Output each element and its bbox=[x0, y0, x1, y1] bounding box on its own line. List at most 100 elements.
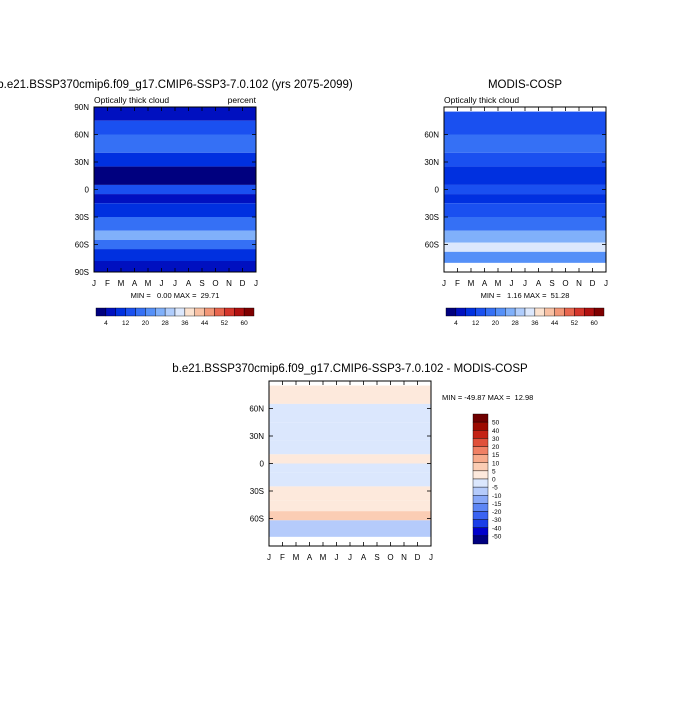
y-tick-label: 60N bbox=[249, 405, 264, 414]
x-tick-label: O bbox=[562, 279, 568, 288]
colorbar-label: -30 bbox=[492, 517, 502, 524]
y-tick-label: 30S bbox=[75, 213, 89, 222]
colorbar-swatch bbox=[472, 470, 489, 480]
colorbar-model: 4 12 20 28 36 44 52 60 bbox=[95, 307, 255, 327]
colorbar-swatch bbox=[174, 307, 186, 317]
colorbar-label: 40 bbox=[492, 428, 500, 435]
stats-label-obs: MIN = 1.16 MAX = 51.28 bbox=[481, 291, 570, 300]
colorbar-swatch bbox=[472, 486, 489, 496]
y-tick-label: 60N bbox=[74, 131, 89, 140]
colorbar-label: -40 bbox=[492, 525, 502, 532]
colorbar-swatch bbox=[472, 430, 489, 439]
heatmap-band bbox=[94, 261, 256, 272]
x-tick-label: O bbox=[387, 553, 393, 562]
colorbar-label: 36 bbox=[181, 320, 189, 327]
x-tick-label: J bbox=[335, 553, 339, 562]
x-tick-label: F bbox=[455, 279, 460, 288]
x-tick-label: M bbox=[320, 553, 327, 562]
colorbar-swatch bbox=[485, 307, 496, 317]
x-tick-label: D bbox=[240, 279, 246, 288]
y-tick-label: 30S bbox=[425, 213, 439, 222]
heatmap-band bbox=[269, 463, 431, 473]
colorbar-obs: 4 12 20 28 36 44 52 60 bbox=[445, 307, 605, 327]
x-tick-label: J bbox=[348, 553, 352, 562]
heatmap-band bbox=[444, 203, 606, 217]
heatmap-field-diff bbox=[269, 385, 431, 537]
heatmap-band bbox=[444, 134, 606, 153]
colorbar-swatch bbox=[564, 307, 575, 317]
x-tick-label: J bbox=[604, 279, 608, 288]
colorbar-label: 50 bbox=[492, 420, 500, 427]
colorbar-swatch bbox=[214, 307, 225, 317]
colorbar-swatch bbox=[105, 307, 116, 317]
y-tick-label: 30S bbox=[250, 487, 264, 496]
heatmap-band bbox=[444, 166, 606, 185]
heatmap-band bbox=[94, 217, 256, 231]
colorbar-swatch bbox=[574, 307, 585, 317]
colorbar-label: 28 bbox=[162, 320, 170, 327]
colorbar-swatch bbox=[472, 495, 489, 504]
heatmap-band bbox=[269, 454, 431, 464]
y-tick-label: 60S bbox=[75, 241, 89, 250]
heatmap-band bbox=[444, 194, 606, 204]
colorbar-swatch bbox=[184, 307, 195, 317]
panel-title-obs: MODIS-COSP bbox=[488, 79, 562, 91]
x-tick-label: M bbox=[118, 279, 125, 288]
heatmap-band bbox=[94, 194, 256, 204]
colorbar-label: 0 bbox=[492, 477, 496, 484]
x-tick-label: M bbox=[293, 553, 300, 562]
heatmap-field-obs bbox=[444, 111, 606, 263]
colorbar-swatch bbox=[472, 503, 489, 512]
x-tick-label: S bbox=[374, 553, 379, 562]
y-tick-label: 0 bbox=[260, 460, 265, 469]
colorbar-label: 5 bbox=[492, 468, 496, 475]
heatmap-band bbox=[444, 111, 606, 135]
colorbar-swatch bbox=[465, 307, 476, 317]
colorbar-label: 28 bbox=[512, 320, 520, 327]
heatmap-band bbox=[94, 184, 256, 195]
x-tick-label: J bbox=[267, 553, 271, 562]
x-tick-label: F bbox=[280, 553, 285, 562]
heatmap-band bbox=[94, 152, 256, 167]
colorbar-label: 44 bbox=[201, 320, 209, 327]
y-tick-label: 30N bbox=[249, 432, 264, 441]
heatmap-band bbox=[269, 520, 431, 537]
y-tick-label: 30N bbox=[74, 158, 89, 167]
heatmap-band bbox=[94, 230, 256, 240]
heatmap-band bbox=[94, 134, 256, 153]
heatmap-band bbox=[269, 486, 431, 501]
colorbar-label: 20 bbox=[492, 444, 500, 451]
colorbar-swatch bbox=[554, 307, 565, 317]
heatmap-field-model bbox=[94, 107, 256, 272]
heatmap-band bbox=[269, 422, 431, 441]
x-tick-label: N bbox=[576, 279, 582, 288]
heatmap-band bbox=[269, 511, 431, 521]
x-tick-label: J bbox=[523, 279, 527, 288]
colorbar-label: -5 bbox=[492, 485, 498, 492]
heatmap-band bbox=[444, 230, 606, 243]
colorbar-swatch bbox=[204, 307, 215, 317]
colorbar-swatch bbox=[194, 307, 205, 317]
colorbar-label: -15 bbox=[492, 501, 502, 508]
x-tick-label: J bbox=[160, 279, 164, 288]
panel-left-label-obs: Optically thick cloud bbox=[444, 95, 519, 105]
heatmap-band bbox=[269, 440, 431, 455]
heatmap-band bbox=[444, 184, 606, 195]
x-tick-label: A bbox=[307, 553, 313, 562]
x-tick-label: D bbox=[415, 553, 421, 562]
colorbar-swatch bbox=[544, 307, 555, 317]
stats-label-diff: MIN = -49.87 MAX = 12.98 bbox=[442, 393, 533, 402]
panel-model: b.e21.BSSP370cmip6.f09_g17.CMIP6-SSP3-7.… bbox=[0, 79, 353, 327]
colorbar-label: -50 bbox=[492, 533, 502, 540]
y-tick-label: 0 bbox=[85, 186, 90, 195]
panel-title-model: b.e21.BSSP370cmip6.f09_g17.CMIP6-SSP3-7.… bbox=[0, 79, 353, 91]
x-tick-label: J bbox=[92, 279, 96, 288]
colorbar-label: 52 bbox=[221, 320, 229, 327]
colorbar-swatch bbox=[472, 527, 489, 537]
x-tick-label: O bbox=[212, 279, 218, 288]
colorbar-swatch bbox=[472, 478, 489, 488]
x-tick-label: A bbox=[186, 279, 192, 288]
colorbar-swatch bbox=[472, 462, 489, 472]
